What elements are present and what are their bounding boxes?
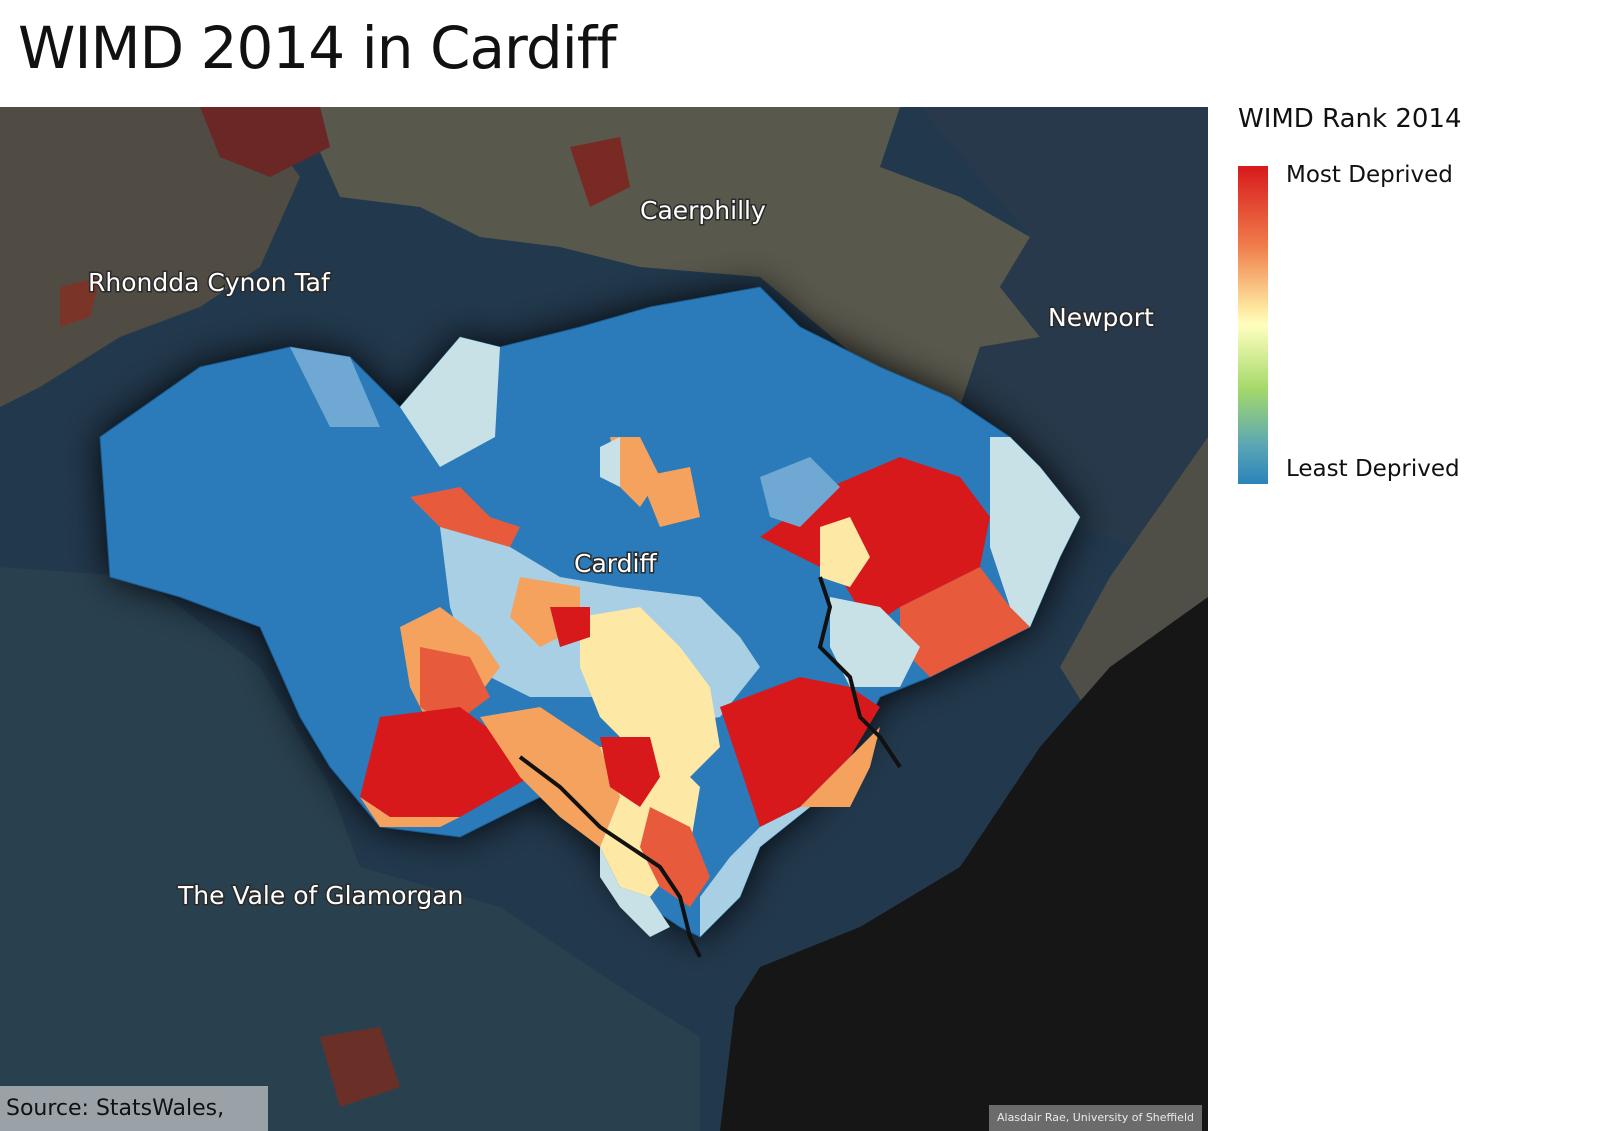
zone-southwest-red (360, 707, 530, 817)
zone-south-red (600, 737, 660, 807)
neighbour-dark-patch-2 (570, 137, 630, 207)
zone-southeast-red (720, 677, 880, 827)
source-note: Source: StatsWales, 2014 (0, 1086, 268, 1131)
zone-west-red (410, 487, 520, 547)
zone-southwest-orange (360, 797, 460, 827)
legend: WIMD Rank 2014 Most Deprived Least Depri… (1238, 104, 1578, 494)
legend-title: WIMD Rank 2014 (1238, 104, 1462, 134)
zone-east-orange (900, 567, 1030, 677)
neighbour-vale-brown-patch (320, 1027, 400, 1107)
neighbour-vale-area (0, 567, 700, 1131)
zone-southeast-pale (700, 807, 810, 937)
map-panel[interactable]: Rhondda Cynon Taf Caerphilly Newport Car… (0, 107, 1208, 1131)
neighbour-newport-area (920, 107, 1208, 577)
river-taff (518, 755, 702, 958)
zone-north-pale-blue (760, 457, 840, 527)
label-rhondda: Rhondda Cynon Taf (88, 268, 331, 297)
zone-bay-red (640, 807, 710, 907)
zone-west-red-2 (420, 647, 490, 727)
zone-centre-yellow (580, 607, 720, 787)
choropleth-map[interactable]: Rhondda Cynon Taf Caerphilly Newport Car… (0, 107, 1208, 1131)
zone-north-pale (290, 347, 380, 427)
zone-east-yellow (820, 517, 870, 587)
zone-east-pale-2 (830, 597, 920, 687)
label-vale: The Vale of Glamorgan (177, 881, 463, 910)
neighbour-dark-patch-3 (60, 277, 100, 327)
legend-color-ramp (1238, 166, 1268, 484)
neighbour-rhondda-area (0, 107, 300, 407)
neighbour-dark-patch-1 (200, 107, 330, 177)
zone-east-pale (990, 437, 1080, 627)
river-rhymney (817, 576, 902, 769)
legend-low-label: Least Deprived (1286, 456, 1460, 482)
zone-northwest-light (400, 337, 500, 467)
zone-southeast-orange (800, 727, 880, 807)
sea-area (720, 597, 1208, 1131)
label-caerphilly: Caerphilly (640, 196, 766, 225)
label-cardiff: Cardiff (574, 549, 657, 578)
author-credit: Alasdair Rae, University of Sheffield (988, 1105, 1202, 1131)
neighbour-caerphilly-area (300, 107, 1040, 407)
legend-high-label: Most Deprived (1286, 162, 1453, 188)
zone-bay-pale (600, 847, 670, 937)
zone-north-orange-2 (640, 467, 700, 527)
label-newport: Newport (1048, 303, 1154, 332)
zone-north-pale-2 (600, 437, 620, 487)
zone-centre-red (550, 607, 590, 647)
map-title: WIMD 2014 in Cardiff (18, 14, 617, 82)
